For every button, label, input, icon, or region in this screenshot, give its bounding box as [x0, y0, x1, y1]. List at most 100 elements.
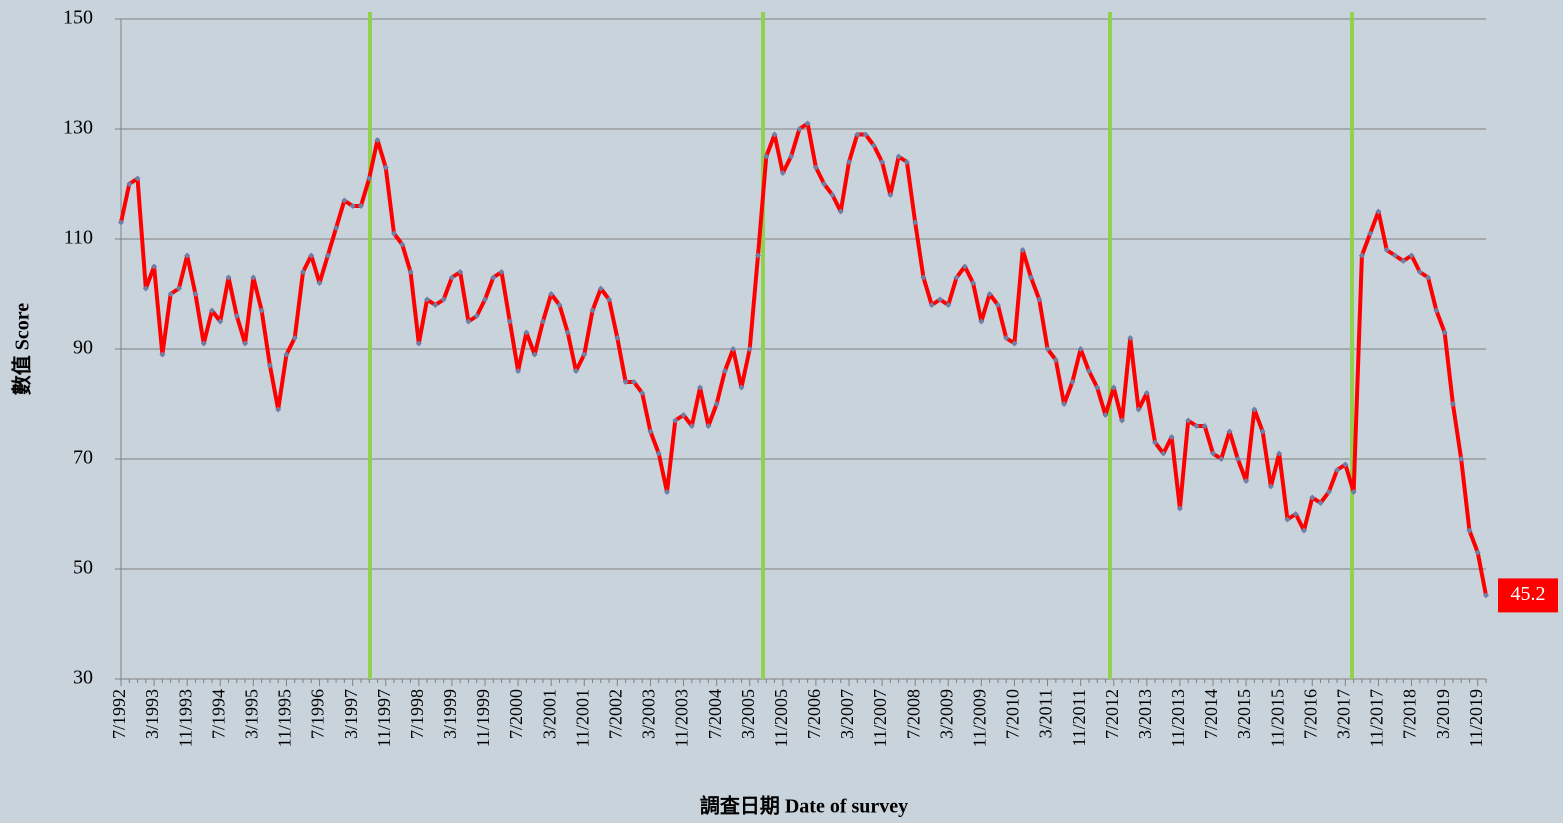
data-point [1185, 417, 1192, 424]
data-point [366, 175, 373, 182]
data-point [879, 159, 886, 165]
x-tick-label: 3/2007 [837, 689, 857, 739]
data-point [498, 269, 505, 275]
x-tick-label: 7/2000 [506, 689, 526, 739]
data-point [961, 263, 968, 270]
data-point [581, 351, 588, 358]
data-point [465, 318, 472, 325]
value-label: 45.2 [1511, 583, 1546, 605]
x-tick-label: 7/2018 [1400, 689, 1420, 739]
data-point [614, 335, 621, 341]
data-point [655, 450, 662, 457]
data-point [1416, 269, 1423, 275]
data-point [721, 368, 728, 374]
data-point [597, 285, 604, 292]
data-point [548, 291, 555, 297]
x-tick-label: 11/2019 [1466, 689, 1486, 747]
data-point [837, 208, 844, 215]
data-point [895, 153, 902, 160]
data-point [1325, 489, 1332, 495]
data-point [589, 307, 596, 314]
x-tick-label: 11/1999 [473, 689, 493, 747]
data-point [1069, 379, 1076, 385]
data-point [341, 197, 348, 204]
data-point [730, 346, 737, 352]
x-tick-label: 7/2008 [903, 689, 923, 739]
data-point [457, 269, 464, 275]
data-point [630, 379, 637, 385]
data-point [755, 252, 761, 259]
data-point [118, 219, 124, 226]
x-tick-label: 3/2009 [936, 689, 956, 739]
data-point [374, 137, 381, 143]
x-tick-label: 11/2003 [672, 689, 692, 747]
data-point [887, 192, 894, 198]
data-point [1176, 505, 1183, 512]
x-tick-label: 3/1995 [241, 689, 261, 739]
data-point [1003, 335, 1010, 341]
data-point [1127, 335, 1134, 341]
data-point [664, 489, 670, 495]
data-point [672, 417, 679, 424]
y-tick-label: 150 [63, 7, 93, 29]
x-tick-label: 3/1993 [142, 689, 162, 739]
data-point [1011, 340, 1018, 347]
data-point [788, 153, 795, 160]
x-tick-label: 11/1995 [275, 689, 295, 747]
data-point [1292, 511, 1299, 517]
data-point [448, 274, 455, 281]
data-point [953, 274, 960, 281]
x-tick-label: 7/1994 [208, 689, 228, 739]
data-point [1193, 423, 1200, 429]
data-point [986, 291, 993, 297]
data-point [192, 291, 199, 297]
data-point [763, 153, 770, 160]
data-point [796, 126, 803, 132]
data-point [399, 241, 406, 248]
data-point [738, 384, 745, 391]
data-point [324, 252, 331, 259]
data-point [1358, 252, 1365, 259]
data-point [490, 274, 497, 281]
data-point [1210, 450, 1216, 457]
data-point [862, 131, 869, 138]
data-point [1284, 516, 1291, 523]
data-point [1483, 592, 1489, 599]
data-point [920, 274, 927, 281]
data-point [391, 230, 397, 237]
data-point [415, 340, 422, 347]
data-point [142, 285, 149, 292]
data-point [1433, 307, 1440, 314]
y-tick-label: 130 [63, 117, 93, 139]
data-point [945, 302, 952, 308]
data-point [1474, 549, 1481, 556]
data-point [804, 120, 811, 127]
data-point [184, 252, 191, 259]
data-point [1019, 247, 1026, 253]
data-point [746, 346, 753, 352]
data-point [1110, 384, 1117, 391]
data-point [1234, 456, 1241, 462]
data-point [167, 291, 174, 297]
data-point [573, 368, 579, 374]
x-tick-label: 7/2012 [1102, 689, 1122, 739]
x-tick-label: 7/2004 [705, 689, 725, 739]
x-tick-label: 7/1996 [308, 689, 328, 739]
x-axis-title: 調査日期 Date of survey [700, 794, 908, 818]
data-point [440, 296, 447, 303]
data-point [424, 296, 431, 303]
x-tick-label: 7/2010 [1003, 689, 1023, 739]
data-point [531, 351, 538, 358]
data-point [300, 269, 306, 275]
data-point [1168, 434, 1175, 440]
data-point [1259, 428, 1266, 435]
data-point [1094, 384, 1101, 391]
data-point [407, 269, 414, 275]
data-point [1342, 461, 1349, 468]
data-point [854, 131, 861, 138]
data-point [713, 401, 720, 407]
data-point [126, 181, 133, 187]
data-point [680, 412, 687, 418]
data-point [688, 423, 695, 429]
